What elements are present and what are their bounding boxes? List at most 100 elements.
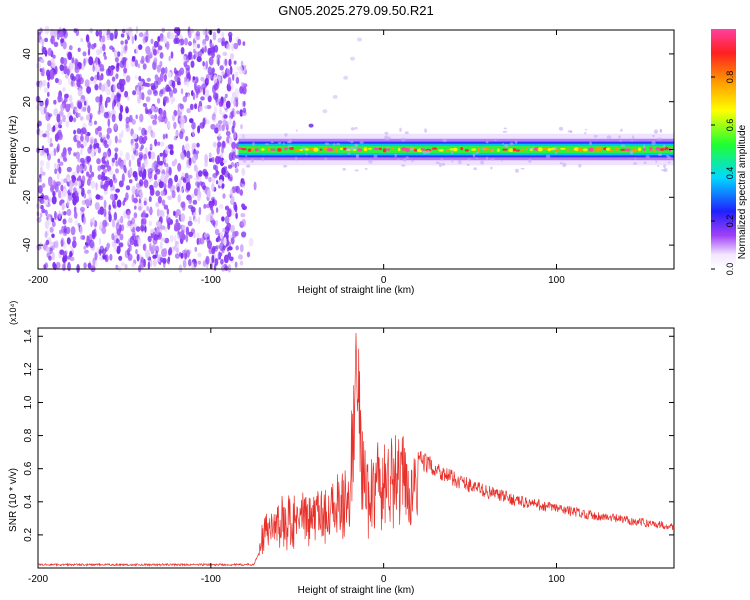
noise-speckle: [236, 110, 240, 115]
noise-speckle: [76, 128, 82, 135]
band-speckle: [528, 158, 532, 163]
noise-speckle: [205, 28, 208, 38]
noise-speckle: [53, 99, 57, 105]
noise-speckle: [41, 192, 44, 200]
band-core: [397, 147, 401, 152]
noise-speckle: [174, 174, 179, 183]
band-speckle: [643, 161, 647, 164]
band-core: [438, 149, 444, 152]
noise-speckle: [134, 34, 137, 41]
band-speckle: [504, 144, 509, 148]
band-speckle: [663, 164, 667, 169]
noise-speckle: [153, 180, 159, 188]
noise-speckle: [125, 192, 129, 201]
noise-speckle: [46, 123, 52, 132]
noise-speckle: [47, 91, 50, 97]
band-speckle: [667, 161, 671, 164]
noise-speckle: [179, 38, 185, 46]
noise-speckle: [219, 107, 223, 115]
noise-speckle: [44, 99, 48, 109]
noise-speckle: [114, 135, 118, 144]
noise-speckle: [181, 201, 186, 208]
band-speckle: [332, 143, 336, 146]
noise-speckle: [213, 44, 219, 53]
noise-speckle: [54, 65, 58, 75]
noise-speckle: [213, 105, 217, 115]
noise-speckle: [99, 46, 103, 54]
noise-speckle: [72, 240, 77, 249]
band-speckle: [659, 129, 662, 133]
noise-speckle: [159, 60, 163, 68]
noise-speckle: [143, 179, 149, 189]
snr-y-axis-label: SNR (10 * v/v): [8, 468, 19, 532]
band-speckle: [242, 159, 247, 163]
noise-speckle: [143, 82, 148, 87]
noise-speckle: [173, 222, 179, 231]
noise-speckle: [174, 235, 177, 243]
band-core: [460, 147, 464, 151]
noise-speckle: [39, 148, 44, 157]
spectrogram-y-axis-label: Frequency (Hz): [8, 116, 19, 185]
noise-speckle: [73, 187, 77, 194]
noise-speckle: [82, 216, 86, 225]
x-tick-label: 0: [381, 275, 387, 286]
noise-speckle: [125, 61, 129, 69]
noise-speckle: [96, 246, 100, 255]
noise-speckle: [110, 92, 114, 100]
band-speckle: [475, 151, 479, 154]
noise-speckle: [147, 235, 152, 243]
noise-speckle: [209, 43, 214, 48]
band-core: [578, 147, 583, 152]
band-speckle: [643, 144, 646, 149]
noise-speckle: [44, 37, 48, 43]
noise-speckle: [40, 205, 44, 210]
noise-speckle: [131, 56, 136, 61]
noise-speckle: [49, 150, 55, 157]
band-speckle: [620, 144, 626, 147]
band-speckle: [634, 157, 637, 160]
noise-speckle: [205, 255, 210, 265]
band-speckle: [663, 168, 668, 172]
noise-speckle: [198, 106, 203, 113]
noise-speckle: [203, 203, 207, 209]
noise-speckle: [206, 236, 211, 244]
band-speckle: [350, 140, 354, 144]
noise-speckle: [138, 85, 142, 92]
noise-speckle: [58, 111, 64, 117]
noise-speckle: [222, 193, 226, 199]
band-speckle: [441, 162, 446, 166]
noise-speckle: [167, 248, 171, 256]
arc-point: [350, 56, 356, 61]
noise-speckle: [170, 51, 174, 59]
noise-speckle: [73, 117, 77, 123]
band-core: [357, 148, 362, 152]
noise-speckle: [53, 181, 58, 190]
noise-speckle: [50, 28, 54, 38]
noise-speckle: [51, 221, 56, 228]
band-core: [260, 148, 265, 151]
noise-speckle: [69, 256, 75, 262]
noise-speckle: [175, 37, 180, 45]
noise-speckle: [54, 168, 58, 175]
noise-speckle: [76, 112, 81, 118]
noise-speckle: [242, 41, 246, 46]
noise-speckle: [98, 75, 104, 81]
noise-speckle: [143, 168, 147, 177]
noise-speckle: [220, 152, 224, 159]
band-core: [284, 147, 288, 151]
noise-speckle: [193, 165, 199, 172]
noise-speckle: [217, 58, 220, 67]
noise-speckle: [134, 59, 139, 67]
noise-speckle: [214, 245, 218, 252]
noise-speckle: [95, 142, 100, 149]
noise-speckle: [221, 32, 225, 38]
noise-speckle: [166, 208, 170, 216]
noise-speckle: [67, 147, 72, 152]
noise-speckle: [223, 254, 229, 264]
noise-speckle: [153, 233, 159, 241]
band-core: [255, 148, 259, 152]
band-speckle: [435, 161, 440, 164]
noise-speckle: [43, 107, 47, 114]
noise-speckle: [120, 262, 126, 267]
